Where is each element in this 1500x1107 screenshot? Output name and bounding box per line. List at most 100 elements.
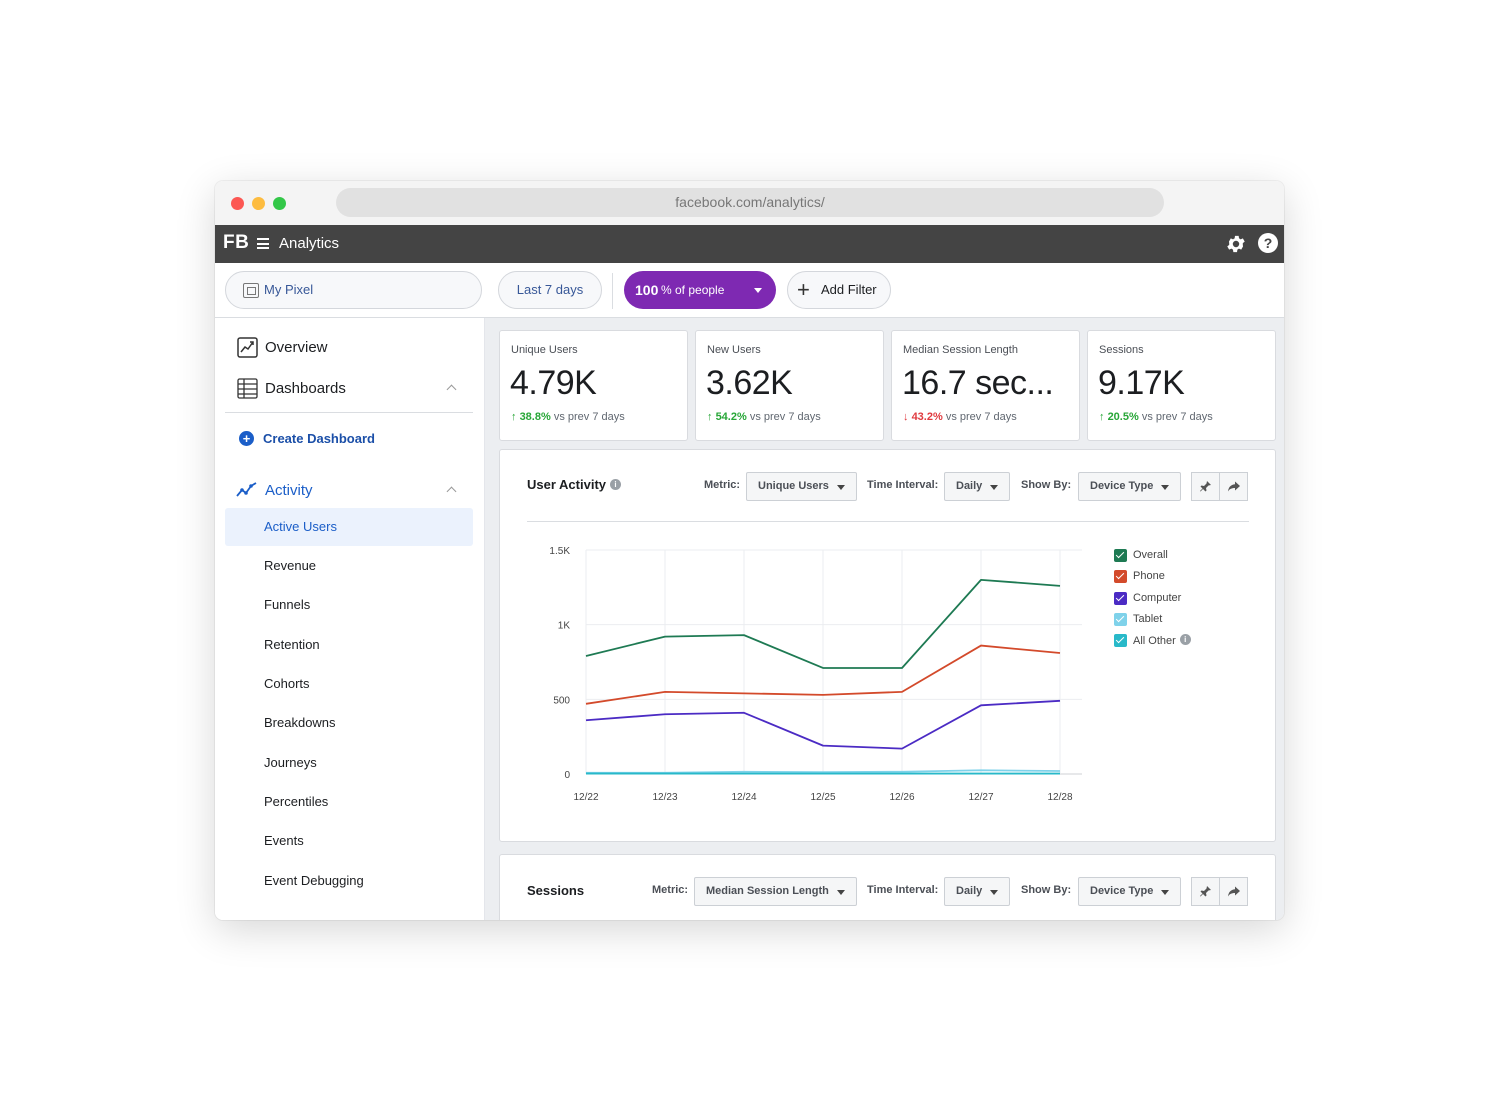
sidebar-item-breakdowns[interactable]: Breakdowns bbox=[225, 704, 473, 742]
metric-value: Unique Users bbox=[758, 480, 829, 492]
sidebar-item-events[interactable]: Events bbox=[225, 822, 473, 860]
people-selector[interactable]: 100 % of people bbox=[624, 271, 776, 309]
sidebar-item-event-debugging[interactable]: Event Debugging bbox=[225, 862, 473, 900]
series-line-phone bbox=[585, 644, 1061, 705]
sidebar-item-label: Revenue bbox=[264, 558, 317, 573]
y-tick-label: 1K bbox=[558, 621, 571, 632]
series-line-overall bbox=[585, 578, 1061, 669]
kpi-value: 16.7 sec... bbox=[902, 364, 1054, 402]
chevron-up-icon[interactable] bbox=[446, 384, 457, 395]
series-line-computer bbox=[585, 699, 1061, 750]
app-title: Analytics bbox=[279, 235, 340, 252]
filter-bar: My Pixel Last 7 days 100 % of people + A… bbox=[215, 263, 1284, 318]
legend-label: All Other i bbox=[1133, 634, 1191, 647]
time-interval-select[interactable]: Daily bbox=[944, 877, 1010, 906]
kpi-delta: ↑ 38.8% vs prev 7 days bbox=[511, 411, 625, 423]
sidebar-item-cohorts[interactable]: Cohorts bbox=[225, 665, 473, 703]
legend-label: Phone bbox=[1133, 570, 1165, 582]
sidebar-item-percentiles[interactable]: Percentiles bbox=[225, 783, 473, 821]
date-range-selector[interactable]: Last 7 days bbox=[498, 271, 602, 309]
gear-icon[interactable] bbox=[1225, 233, 1247, 255]
kpi-delta: ↑ 54.2% vs prev 7 days bbox=[707, 411, 821, 423]
sidebar-divider bbox=[225, 412, 473, 413]
share-icon bbox=[1228, 886, 1240, 897]
x-tick-label: 12/23 bbox=[652, 792, 677, 803]
add-filter-button[interactable]: + Add Filter bbox=[787, 271, 891, 309]
pin-button[interactable] bbox=[1191, 877, 1220, 906]
create-dashboard-label: Create Dashboard bbox=[263, 431, 375, 446]
arrow-up-icon: ↑ bbox=[707, 411, 713, 423]
info-icon[interactable]: i bbox=[1179, 634, 1191, 645]
caret-down-icon bbox=[837, 485, 845, 490]
share-icon bbox=[1228, 481, 1240, 492]
metric-select[interactable]: Median Session Length bbox=[694, 877, 857, 906]
sidebar-item-label: Event Debugging bbox=[264, 873, 364, 888]
arrow-up-icon: ↑ bbox=[1099, 411, 1105, 423]
x-tick-label: 12/26 bbox=[889, 792, 914, 803]
x-tick-label: 12/28 bbox=[1047, 792, 1072, 803]
kpi-delta-suffix: vs prev 7 days bbox=[553, 411, 625, 423]
pixel-selector[interactable]: My Pixel bbox=[225, 271, 482, 309]
share-button[interactable] bbox=[1219, 472, 1248, 501]
sidebar-item-active-users[interactable]: Active Users bbox=[225, 508, 473, 546]
kpi-delta-value: 54.2% bbox=[715, 411, 747, 423]
pin-icon bbox=[1200, 481, 1211, 492]
kpi-card-sessions[interactable]: Sessions 9.17K ↑ 20.5% vs prev 7 days bbox=[1087, 330, 1276, 441]
kpi-delta-suffix: vs prev 7 days bbox=[749, 411, 821, 423]
legend-label-text: All Other bbox=[1133, 635, 1176, 647]
caret-down-icon bbox=[990, 890, 998, 895]
filter-divider bbox=[612, 273, 613, 309]
help-icon[interactable]: ? bbox=[1258, 233, 1278, 253]
showby-value: Device Type bbox=[1090, 885, 1154, 897]
pin-button[interactable] bbox=[1191, 472, 1220, 501]
metric-select[interactable]: Unique Users bbox=[746, 472, 857, 501]
sidebar-item-funnels[interactable]: Funnels bbox=[225, 586, 473, 624]
info-icon[interactable]: i bbox=[610, 479, 621, 490]
kpi-card-new-users[interactable]: New Users 3.62K ↑ 54.2% vs prev 7 days bbox=[695, 330, 884, 441]
sidebar-item-journeys[interactable]: Journeys bbox=[225, 744, 473, 782]
minimize-window-button[interactable] bbox=[252, 197, 265, 210]
legend-label: Tablet bbox=[1133, 613, 1163, 625]
user-activity-title: User Activity bbox=[527, 477, 606, 492]
show-by-select[interactable]: Device Type bbox=[1078, 877, 1181, 906]
kpi-value: 3.62K bbox=[706, 364, 793, 402]
sidebar-item-label: Retention bbox=[264, 637, 320, 652]
sidebar-item-revenue[interactable]: Revenue bbox=[225, 547, 473, 585]
checkbox-icon bbox=[1114, 592, 1127, 605]
address-bar[interactable]: facebook.com/analytics/ bbox=[336, 188, 1164, 217]
pixel-icon bbox=[243, 283, 259, 298]
add-filter-label: Add Filter bbox=[821, 282, 877, 297]
overview-label: Overview bbox=[265, 339, 328, 356]
fb-logo[interactable]: FB bbox=[223, 232, 250, 253]
metric-label: Metric: bbox=[652, 884, 689, 896]
checkbox-icon bbox=[1114, 613, 1127, 626]
user-activity-panel: User Activity i Metric: Unique Users Time… bbox=[499, 449, 1276, 842]
sidebar-item-label: Journeys bbox=[264, 755, 317, 770]
sidebar-item-label: Active Users bbox=[264, 519, 337, 534]
arrow-up-icon: ↑ bbox=[511, 411, 517, 423]
x-tick-label: 12/22 bbox=[573, 792, 598, 803]
kpi-delta-suffix: vs prev 7 days bbox=[1141, 411, 1213, 423]
share-button[interactable] bbox=[1219, 877, 1248, 906]
sidebar-item-retention[interactable]: Retention bbox=[225, 626, 473, 664]
caret-down-icon bbox=[1161, 890, 1169, 895]
x-tick-label: 12/27 bbox=[968, 792, 993, 803]
kpi-card-median-session-length[interactable]: Median Session Length 16.7 sec... ↓ 43.2… bbox=[891, 330, 1080, 441]
show-by-select[interactable]: Device Type bbox=[1078, 472, 1181, 501]
kpi-card-unique-users[interactable]: Unique Users 4.79K ↑ 38.8% vs prev 7 day… bbox=[499, 330, 688, 441]
maximize-window-button[interactable] bbox=[273, 197, 286, 210]
kpi-delta-suffix: vs prev 7 days bbox=[945, 411, 1017, 423]
time-interval-select[interactable]: Daily bbox=[944, 472, 1010, 501]
menu-icon[interactable] bbox=[257, 238, 269, 249]
sidebar: Overview Dashboards + Create Dashboard bbox=[215, 318, 485, 920]
caret-down-icon bbox=[837, 890, 845, 895]
time-interval-label: Time Interval: bbox=[867, 479, 939, 491]
sidebar-item-label: Funnels bbox=[264, 597, 311, 612]
sessions-panel: Sessions Metric: Median Session Length T… bbox=[499, 854, 1276, 920]
close-window-button[interactable] bbox=[231, 197, 244, 210]
panel-title: Sessions bbox=[527, 883, 585, 898]
kpi-label: Median Session Length bbox=[903, 344, 1018, 356]
sidebar-item-label: Cohorts bbox=[264, 676, 310, 691]
y-tick-label: 1.5K bbox=[549, 546, 570, 557]
chevron-up-icon[interactable] bbox=[446, 486, 457, 497]
